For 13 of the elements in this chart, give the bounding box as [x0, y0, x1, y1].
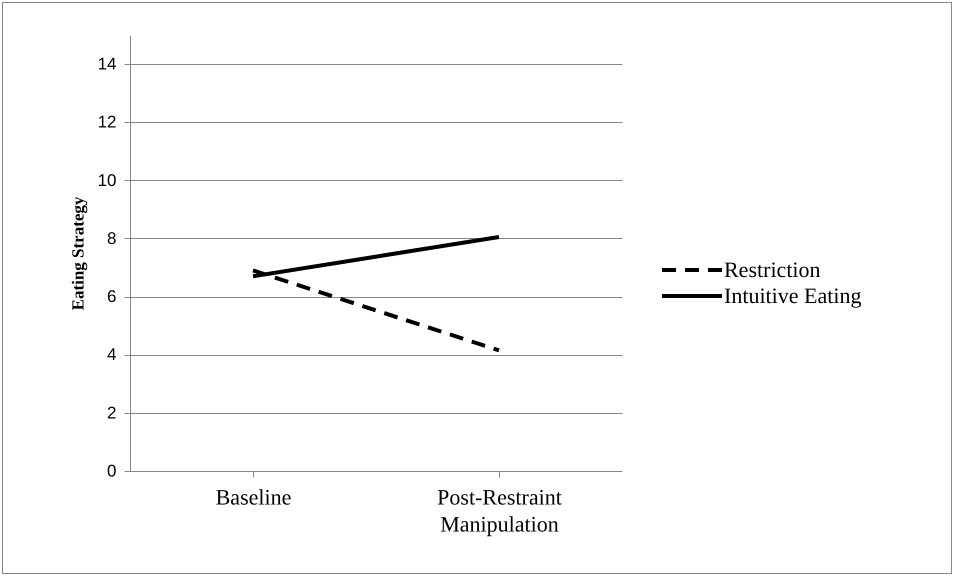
x-tick-label: Baseline [216, 484, 292, 510]
legend-label: Intuitive Eating [724, 283, 862, 308]
y-tick-label: 2 [107, 403, 116, 422]
legend-label: Restriction [724, 257, 821, 282]
x-tick-label: Post-Restraint Manipulation [437, 484, 562, 536]
y-axis-title: Eating Strategy [68, 196, 88, 310]
y-tick-label: 4 [107, 345, 116, 364]
y-tick-label: 6 [107, 287, 116, 306]
y-tick-label: 0 [107, 462, 116, 480]
y-tick-label: 12 [98, 112, 116, 132]
y-tick-label: 8 [107, 228, 116, 248]
y-tick-label: 10 [98, 170, 116, 190]
y-tick-label: 14 [98, 54, 116, 74]
